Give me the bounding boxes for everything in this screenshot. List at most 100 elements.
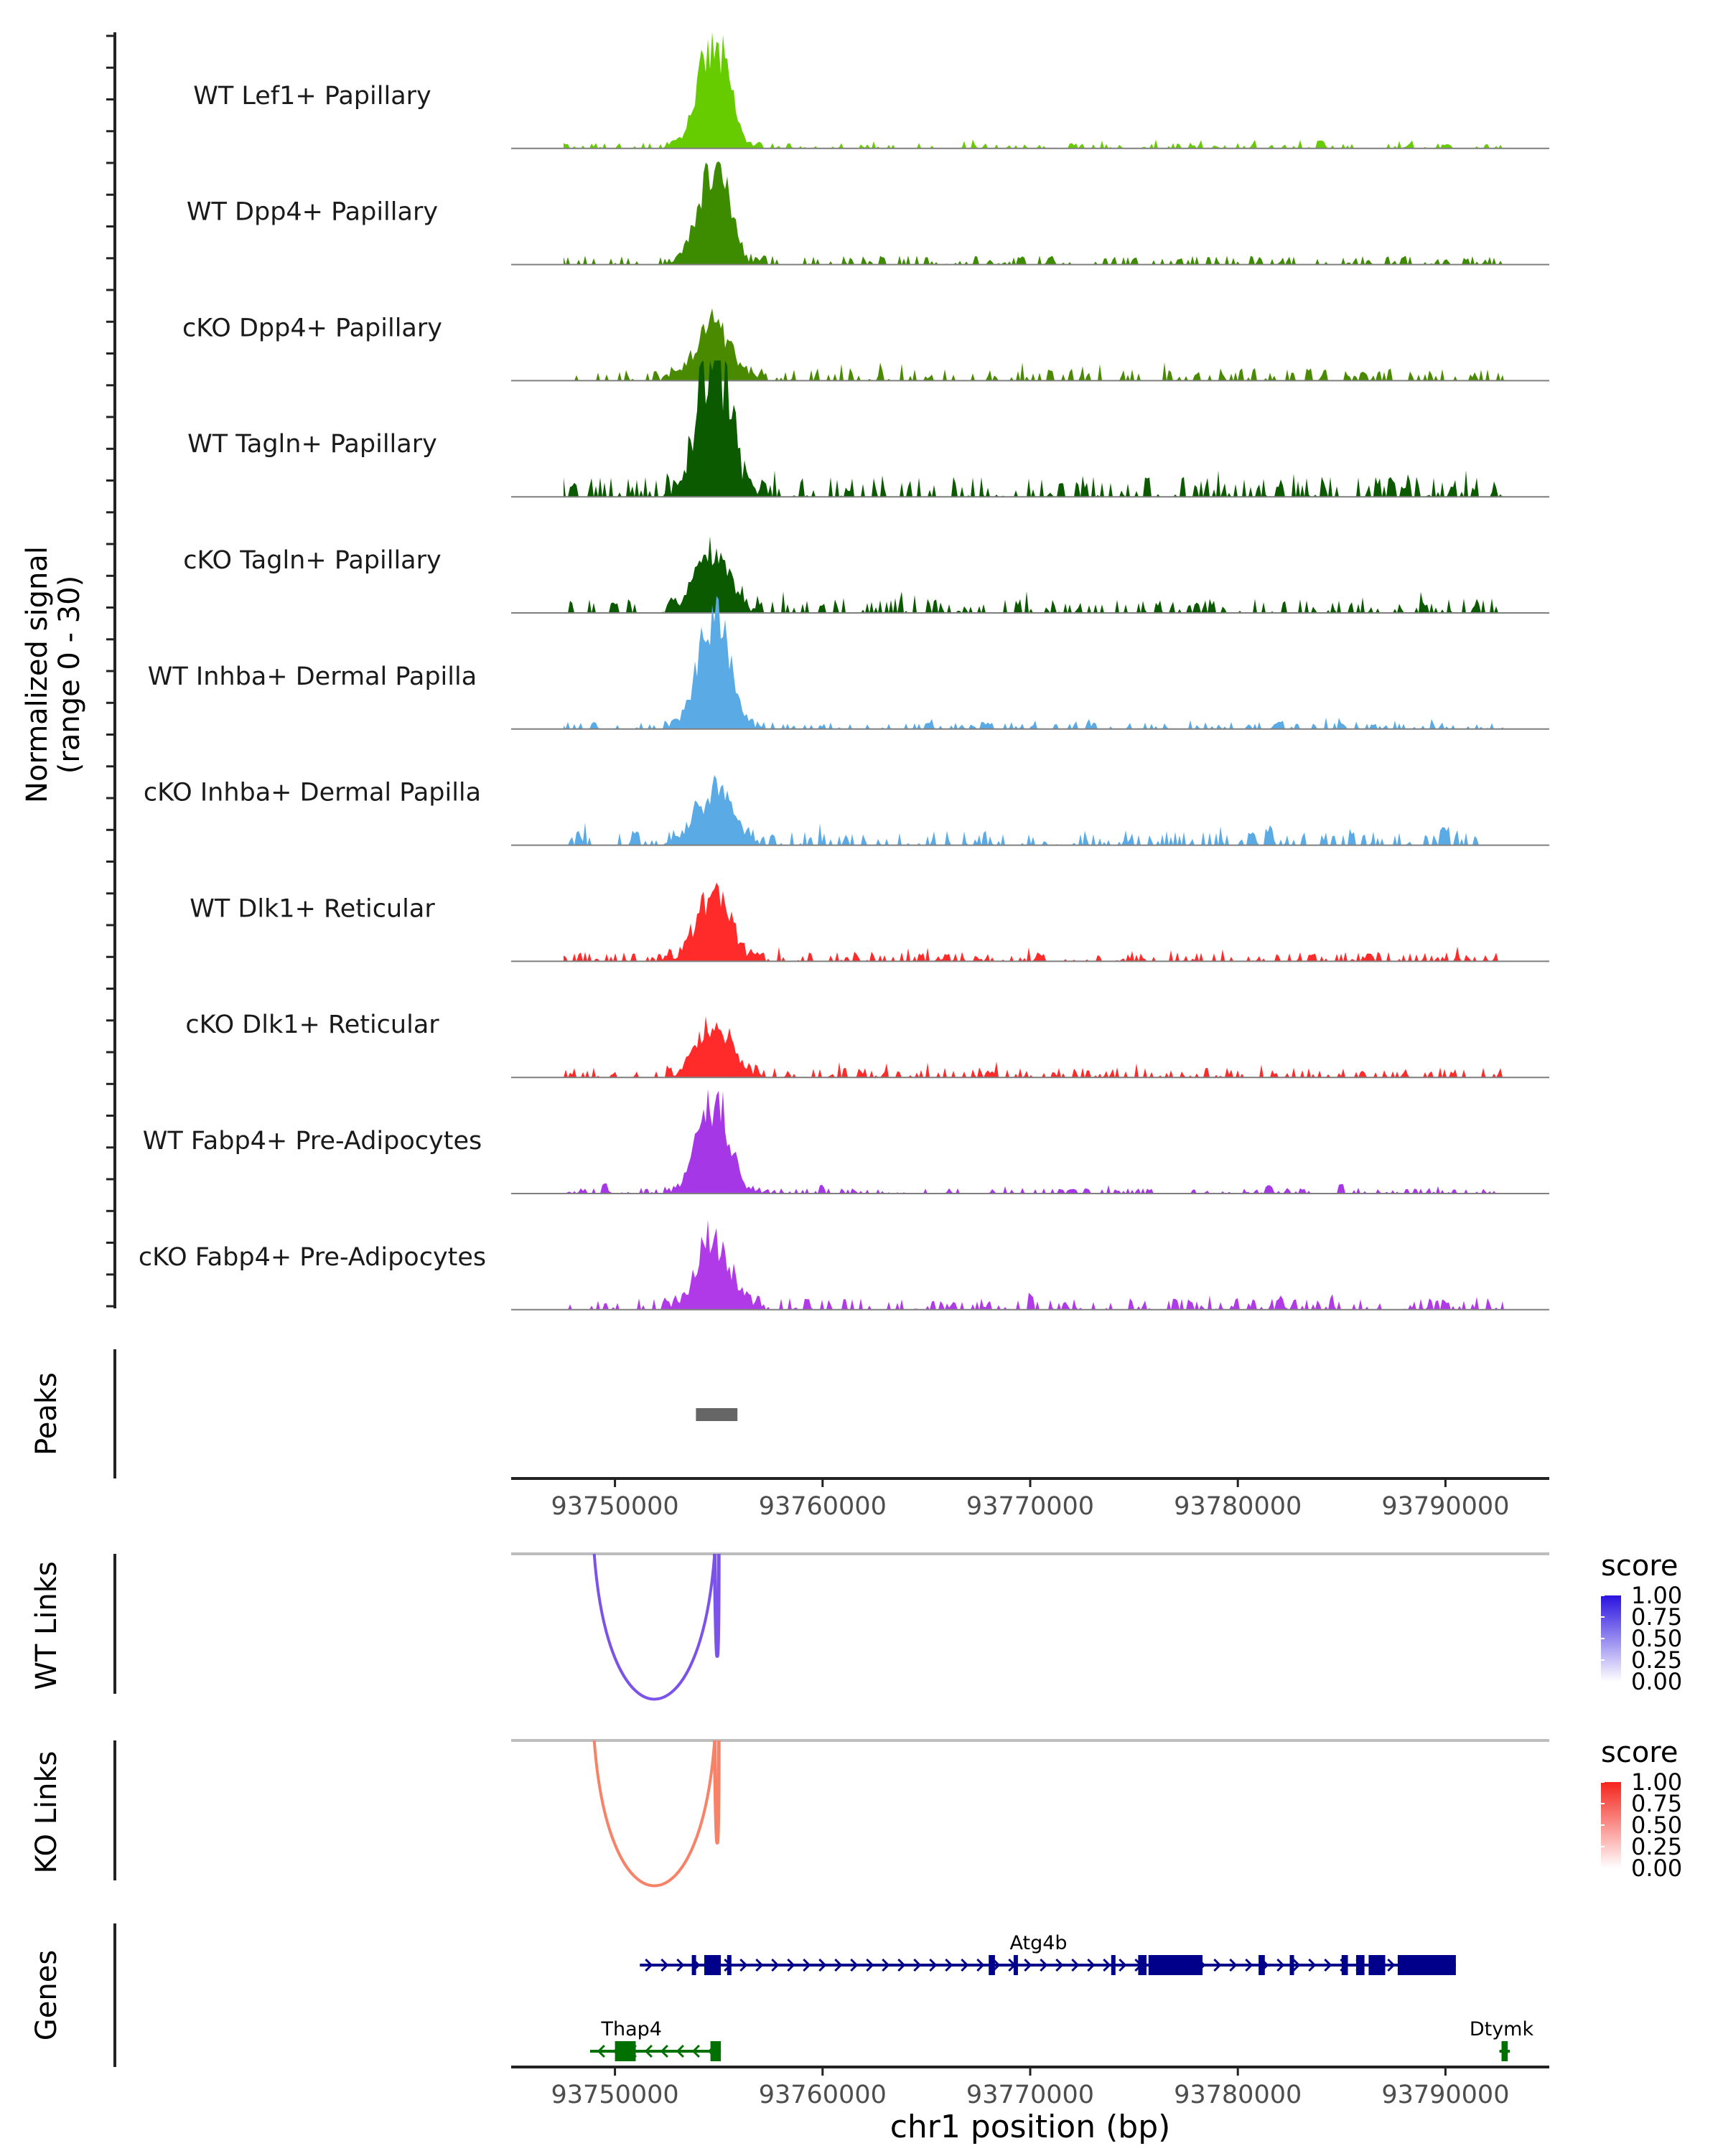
peak-region bbox=[696, 1408, 738, 1421]
link-legend-tick-label: 0.00 bbox=[1631, 1855, 1682, 1882]
coverage-track-label: WT Fabp4+ Pre-Adipocytes bbox=[143, 1127, 482, 1156]
gene-strand-arrow bbox=[660, 1958, 669, 1972]
gene-strand-arrow bbox=[771, 1958, 780, 1972]
coverage-minor-ticks bbox=[106, 34, 115, 1308]
gene-strand-arrow bbox=[945, 1958, 953, 1972]
x-axis-tick-label: 93760000 bbox=[759, 1492, 887, 1521]
genes-panel-label: Genes bbox=[30, 1950, 63, 2040]
coverage-track-label: WT Lef1+ Papillary bbox=[193, 82, 431, 111]
x-axis-title: chr1 position (bp) bbox=[890, 2109, 1171, 2145]
gene-exon bbox=[1501, 2041, 1508, 2061]
coverage-track-label: WT Dpp4+ Papillary bbox=[187, 198, 438, 227]
gene-label: Dtymk bbox=[1470, 2018, 1534, 2040]
link-legend-tick-label: 0.00 bbox=[1631, 1668, 1682, 1695]
coverage-signal-area bbox=[564, 161, 1504, 265]
gene-exon bbox=[1013, 1955, 1018, 1975]
link-arc bbox=[592, 1740, 716, 1888]
link-legend-tick-label: 0.75 bbox=[1631, 1603, 1682, 1631]
coverage-y-label: Normalized signal bbox=[21, 546, 54, 803]
coverage-signal-area bbox=[564, 308, 1504, 381]
peaks-panel: Peaks 93750000 93760000 93770000 93780000 93… bbox=[30, 1349, 1549, 1521]
coverage-track: cKO Dlk1+ Reticular bbox=[185, 1011, 1549, 1079]
coverage-track: cKO Fabp4+ Pre-Adipocytes bbox=[139, 1219, 1549, 1311]
coverage-track: cKO Tagln+ Papillary bbox=[183, 536, 1549, 614]
gene-models: Atg4b Thap4 Dtymk bbox=[589, 1932, 1534, 2061]
gene-strand-arrow bbox=[897, 1958, 906, 1972]
links-panel-label: WT Links bbox=[30, 1561, 63, 1689]
coverage-track: WT Dlk1+ Reticular bbox=[190, 882, 1549, 962]
gene-strand-arrow bbox=[644, 2044, 653, 2058]
gene-strand-arrow bbox=[1103, 1958, 1111, 1972]
coverage-track: WT Lef1+ Papillary bbox=[193, 32, 1549, 149]
coverage-signal-area bbox=[564, 596, 1504, 729]
coverage-track-label: cKO Fabp4+ Pre-Adipocytes bbox=[139, 1243, 486, 1272]
x-axis-top: 93750000 93760000 93770000 93780000 93790000 bbox=[551, 1478, 1509, 1521]
gene-strand-arrow bbox=[1229, 1958, 1238, 1972]
x-axis-tick-label: 93750000 bbox=[551, 1492, 679, 1521]
gene-strand-arrow bbox=[739, 1958, 748, 1972]
gene-strand-arrow bbox=[834, 1958, 843, 1972]
gene-strand-arrow bbox=[676, 2044, 684, 2058]
gene-strand-arrow bbox=[850, 1958, 859, 1972]
gene-strand-arrow bbox=[1292, 1958, 1301, 1972]
gene-strand-arrow bbox=[803, 1958, 811, 1972]
gene-exon bbox=[1111, 1955, 1116, 1975]
gene-strand-arrow bbox=[755, 1958, 764, 1972]
link-legend-title: score bbox=[1601, 1736, 1678, 1769]
gene-strand-arrow bbox=[1324, 1958, 1332, 1972]
gene-strand-arrow bbox=[1245, 1958, 1253, 1972]
links-panel-label: KO Links bbox=[30, 1751, 63, 1874]
coverage-track: cKO Inhba+ Dermal Papilla bbox=[144, 774, 1549, 846]
gene-exon bbox=[1368, 1955, 1386, 1975]
gene-strand-arrow bbox=[1024, 1958, 1032, 1972]
coverage-signal-area bbox=[564, 360, 1504, 497]
peaks-panel-label: Peaks bbox=[30, 1372, 63, 1456]
link-legend-tick-label: 1.00 bbox=[1631, 1768, 1682, 1796]
link-legend-tick-label: 0.25 bbox=[1631, 1646, 1682, 1674]
x-axis-tick-label: 93780000 bbox=[1174, 1492, 1302, 1521]
coverage-track-label: cKO Tagln+ Papillary bbox=[183, 546, 442, 575]
coverage-signal-area bbox=[564, 1089, 1504, 1194]
x-axis-tick-label: 93770000 bbox=[966, 1492, 1094, 1521]
gene-strand-arrow bbox=[818, 1958, 827, 1972]
link-legend-tick-label: 1.00 bbox=[1631, 1582, 1682, 1609]
gene-strand-arrow bbox=[1071, 1958, 1080, 1972]
coverage-track: WT Dpp4+ Papillary bbox=[187, 161, 1549, 266]
gene-strand-arrow bbox=[882, 1958, 890, 1972]
gene-strand-arrow bbox=[961, 1958, 969, 1972]
gene-exon bbox=[1148, 1955, 1203, 1975]
coverage-track-label: cKO Dlk1+ Reticular bbox=[185, 1011, 439, 1039]
gene-exon bbox=[1138, 1955, 1147, 1975]
x-axis-tick-label: 93780000 bbox=[1174, 2081, 1302, 2109]
link-legend-tick-label: 0.50 bbox=[1631, 1811, 1682, 1839]
gene-exon bbox=[704, 1955, 722, 1975]
link-arc bbox=[712, 1740, 721, 1845]
gene-label: Atg4b bbox=[1010, 1932, 1068, 1954]
coverage-signal-area bbox=[564, 536, 1504, 613]
gene-strand-arrow bbox=[645, 1958, 653, 1972]
link-legend-tick-label: 0.50 bbox=[1631, 1625, 1682, 1652]
coverage-track-label: WT Dlk1+ Reticular bbox=[190, 894, 435, 923]
gene-exon bbox=[1356, 1955, 1365, 1975]
gene-exon bbox=[1259, 1955, 1265, 1975]
gene-strand-arrow bbox=[913, 1958, 922, 1972]
x-axis-tick-label: 93790000 bbox=[1381, 2081, 1509, 2109]
x-axis-tick-label: 93750000 bbox=[551, 2081, 679, 2109]
coverage-track-label: cKO Dpp4+ Papillary bbox=[182, 314, 442, 342]
gene-model: Thap4 bbox=[589, 2018, 722, 2061]
coverage-signal-area bbox=[564, 32, 1504, 149]
coverage-track: cKO Dpp4+ Papillary bbox=[182, 308, 1549, 382]
gene-exon bbox=[1289, 1955, 1294, 1975]
peak-regions bbox=[696, 1408, 738, 1421]
gene-strand-arrow bbox=[929, 1958, 938, 1972]
x-axis-tick-label: 93790000 bbox=[1381, 1492, 1509, 1521]
gene-strand-arrow bbox=[1087, 1958, 1096, 1972]
coverage-track-label: WT Inhba+ Dermal Papilla bbox=[148, 662, 477, 691]
gene-strand-arrow bbox=[1308, 1958, 1317, 1972]
gene-exon bbox=[989, 1955, 995, 1975]
gene-exon bbox=[615, 2041, 636, 2061]
gene-strand-arrow bbox=[1040, 1958, 1048, 1972]
